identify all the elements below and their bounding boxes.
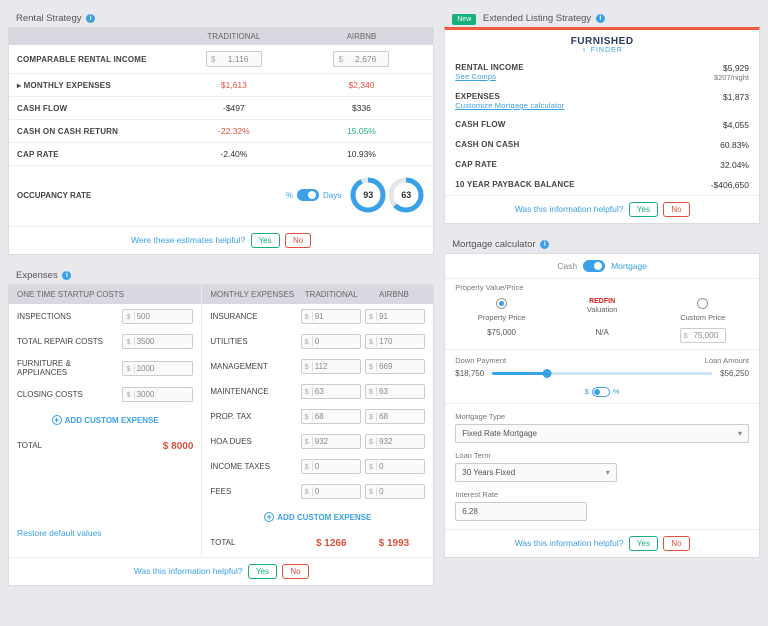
startup-row: CLOSING COSTS$3000	[9, 382, 201, 407]
income-airbnb-input[interactable]: $2,676	[333, 51, 389, 67]
ext-income: RENTAL INCOMESee Comps $5,929$207/night	[445, 58, 759, 87]
startup-row: FURNITURE & APPLIANCES$1000	[9, 354, 201, 382]
startup-row: TOTAL REPAIR COSTS$3500	[9, 329, 201, 354]
ext-payback: 10 YEAR PAYBACK BALANCE-$406,650	[445, 175, 759, 195]
income-trad-input[interactable]: $1,116	[206, 51, 262, 67]
expense-airbnb-input[interactable]: $669	[365, 359, 425, 374]
info-icon[interactable]	[86, 14, 95, 23]
add-custom-expense-button[interactable]: +ADD CUSTOM EXPENSE	[9, 407, 201, 433]
row-income: COMPARABLE RENTAL INCOME $1,116 $2,676	[9, 45, 433, 74]
ext-coc: CASH ON CASH60.83%	[445, 135, 759, 155]
new-badge: New	[452, 14, 476, 25]
monthly-total: TOTAL $ 1266 $ 1993	[202, 530, 433, 557]
monthly-row: MAINTENANCE$63$63	[202, 379, 433, 404]
radio-property-price[interactable]: Property Price	[451, 298, 552, 322]
ext-cashflow: CASH FLOW$4,055	[445, 115, 759, 135]
info-icon[interactable]	[596, 14, 605, 23]
extended-listing-section: New Extended Listing Strategy FURNISHED …	[444, 8, 760, 224]
no-button[interactable]: No	[663, 202, 689, 217]
yes-button[interactable]: Yes	[629, 536, 658, 551]
expense-airbnb-input[interactable]: $68	[365, 409, 425, 424]
add-custom-expense-button[interactable]: +ADD CUSTOM EXPENSE	[202, 504, 433, 530]
yes-button[interactable]: Yes	[248, 564, 277, 579]
expense-airbnb-input[interactable]: $63	[365, 384, 425, 399]
expense-trad-input[interactable]: $0	[301, 459, 361, 474]
expense-airbnb-input[interactable]: $932	[365, 434, 425, 449]
dollar-percent-toggle[interactable]: $%	[585, 387, 620, 397]
rental-header: TRADITIONAL AIRBNB	[9, 28, 433, 45]
expense-airbnb-input[interactable]: $0	[365, 459, 425, 474]
monthly-row: MANAGEMENT$112$669	[202, 354, 433, 379]
expense-input[interactable]: $3500	[122, 334, 193, 349]
ext-cap: CAP RATE32.04%	[445, 155, 759, 175]
restore-defaults-link[interactable]: Restore default values	[9, 520, 201, 546]
monthly-row: UTILITIES$0$170	[202, 329, 433, 354]
expenses-title: Expenses	[8, 265, 434, 284]
expense-airbnb-input[interactable]: $91	[365, 309, 425, 324]
customize-link[interactable]: Customize Mortgage calculator	[455, 101, 564, 110]
down-payment-value: $18,750	[455, 369, 484, 378]
down-payment-slider[interactable]	[492, 372, 712, 375]
occupancy-toggle[interactable]: % Days	[286, 189, 341, 201]
monthly-row: PROP. TAX$68$68	[202, 404, 433, 429]
monthly-row: FEES$0$0	[202, 479, 433, 504]
loan-amount-value: $56,250	[720, 369, 749, 378]
yes-button[interactable]: Yes	[629, 202, 658, 217]
expense-trad-input[interactable]: $63	[301, 384, 361, 399]
expenses-feedback: Was this information helpful? Yes No	[9, 557, 433, 585]
mortgage-feedback: Was this information helpful? Yes No	[445, 529, 759, 557]
row-cashflow: CASH FLOW -$497 $336	[9, 97, 433, 120]
property-value-label: Property Value/Price	[445, 279, 759, 294]
no-button[interactable]: No	[285, 233, 311, 248]
interest-rate-input[interactable]: 6.28	[455, 502, 587, 521]
expense-trad-input[interactable]: $0	[301, 484, 361, 499]
row-cap: CAP RATE -2.40% 10.93%	[9, 143, 433, 166]
expense-trad-input[interactable]: $112	[301, 359, 361, 374]
mortgage-title: Mortgage calculator	[444, 234, 760, 253]
expense-trad-input[interactable]: $932	[301, 434, 361, 449]
startup-row: INSPECTIONS$500	[9, 304, 201, 329]
cash-mortgage-toggle[interactable]: Cash Mortgage	[445, 254, 759, 278]
expense-input[interactable]: $1000	[122, 361, 193, 376]
no-button[interactable]: No	[282, 564, 308, 579]
monthly-row: INCOME TAXES$0$0	[202, 454, 433, 479]
monthly-row: INSURANCE$91$91	[202, 304, 433, 329]
loan-term-select[interactable]: 30 Years Fixed	[455, 463, 617, 482]
radio-custom[interactable]: Custom Price	[652, 298, 753, 322]
expense-trad-input[interactable]: $68	[301, 409, 361, 424]
mortgage-section: Mortgage calculator Cash Mortgage Proper…	[444, 234, 760, 558]
ext-expenses: EXPENSESCustomize Mortgage calculator $1…	[445, 87, 759, 115]
radio-redfin[interactable]: REDFINValuation	[552, 298, 653, 322]
row-monthly[interactable]: ▸ MONTHLY EXPENSES $1,613 $2,340	[9, 74, 433, 97]
no-button[interactable]: No	[663, 536, 689, 551]
extended-feedback: Was this information helpful? Yes No	[445, 195, 759, 223]
extended-title: New Extended Listing Strategy	[444, 8, 760, 27]
row-occupancy: OCCUPANCY RATE % Days 93	[9, 166, 433, 226]
yes-button[interactable]: Yes	[251, 233, 280, 248]
rental-strategy-title: Rental Strategy	[8, 8, 434, 27]
rental-strategy-section: Rental Strategy TRADITIONAL AIRBNB COMPA…	[8, 8, 434, 255]
expense-input[interactable]: $500	[122, 309, 193, 324]
startup-total: TOTAL $ 8000	[9, 433, 201, 460]
info-icon[interactable]	[540, 240, 549, 249]
row-coc: CASH ON CASH RETURN -22.32% 15.05%	[9, 120, 433, 143]
info-icon[interactable]	[62, 271, 71, 280]
expense-airbnb-input[interactable]: $0	[365, 484, 425, 499]
expenses-section: Expenses ONE TIME STARTUP COSTS INSPECTI…	[8, 265, 434, 586]
furnished-finder-logo: FURNISHED ♀ FINDER	[445, 30, 759, 58]
occupancy-ring-trad: 93	[349, 176, 387, 214]
mortgage-type-select[interactable]: Fixed Rate Mortgage	[455, 424, 749, 443]
see-comps-link[interactable]: See Comps	[455, 72, 496, 81]
expense-airbnb-input[interactable]: $170	[365, 334, 425, 349]
expense-input[interactable]: $3000	[122, 387, 193, 402]
custom-price-input[interactable]: $75,000	[680, 328, 726, 343]
rental-feedback: Were these estimates helpful? Yes No	[9, 226, 433, 254]
expense-trad-input[interactable]: $0	[301, 334, 361, 349]
occupancy-ring-airbnb: 63	[387, 176, 425, 214]
expense-trad-input[interactable]: $91	[301, 309, 361, 324]
monthly-row: HOA DUES$932$932	[202, 429, 433, 454]
